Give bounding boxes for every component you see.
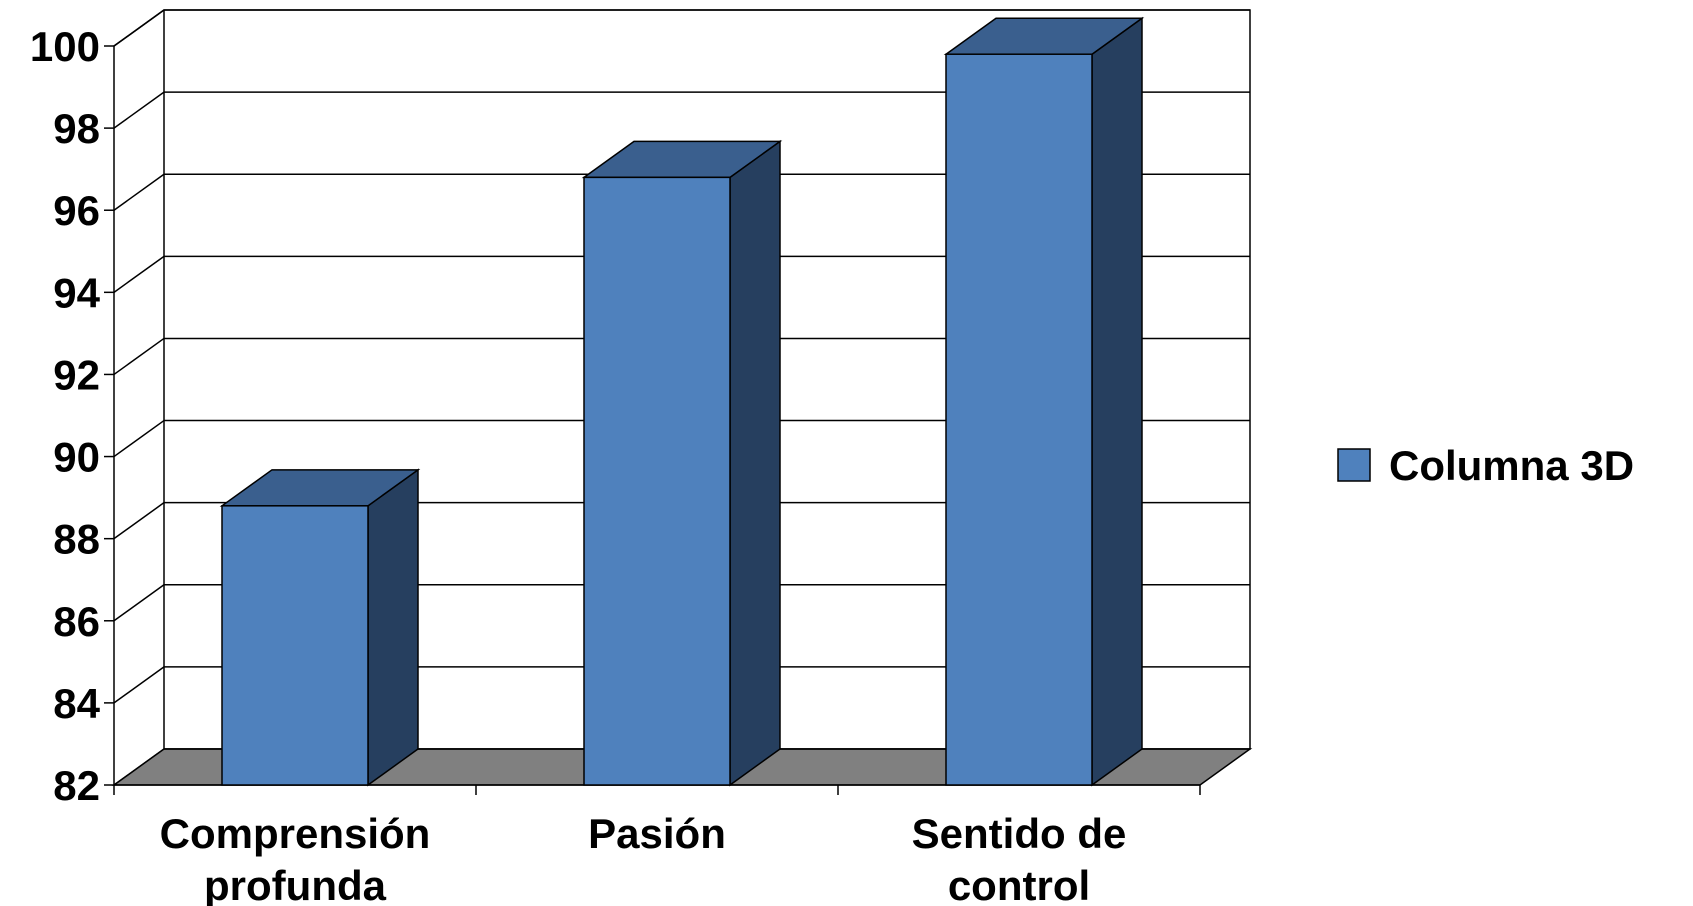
gridline-side [113,173,165,211]
gridline-side [113,584,165,622]
gridline-side [113,255,165,293]
bars-layer [219,16,1145,787]
bar [219,468,421,787]
bar-side [1091,16,1143,787]
bar-front [221,505,369,786]
gridline-side [113,91,165,129]
x-tick-label: Comprensión [160,810,431,857]
y-tick-label: 100 [30,23,100,70]
gridline-side [113,337,165,376]
bar-side [729,139,781,787]
y-tick-label: 96 [53,187,100,234]
legend: Columna 3D [1337,442,1634,489]
y-tick-label: 90 [53,434,100,481]
side-wall-top-edge [113,9,165,47]
x-tick-label: control [948,862,1090,906]
x-tick-label: Sentido de [912,810,1127,857]
bar-front [945,53,1093,786]
y-tick-label: 98 [53,105,100,152]
gridline-side [113,419,165,458]
y-axis-ticks: 82 84 86 88 90 92 94 96 98 100 [30,23,114,809]
x-tick-label: Pasión [588,810,726,857]
x-tick-label: profunda [204,862,387,906]
legend-swatch [1337,448,1371,482]
legend-label: Columna 3D [1389,442,1634,489]
bar [943,16,1145,787]
gridline-side [113,666,165,704]
y-tick-label: 94 [53,269,100,316]
gridline-side [113,502,165,540]
y-tick-label: 88 [53,516,100,563]
x-axis-ticks: Comprensión profunda Pasión Sentido de contr… [113,785,1201,906]
y-tick-label: 82 [53,762,100,809]
y-tick-label: 84 [53,680,100,727]
bar-front [583,176,731,786]
y-tick-label: 92 [53,351,100,398]
y-tick-label: 86 [53,598,100,645]
bar-side [367,468,419,787]
bar [581,139,783,787]
